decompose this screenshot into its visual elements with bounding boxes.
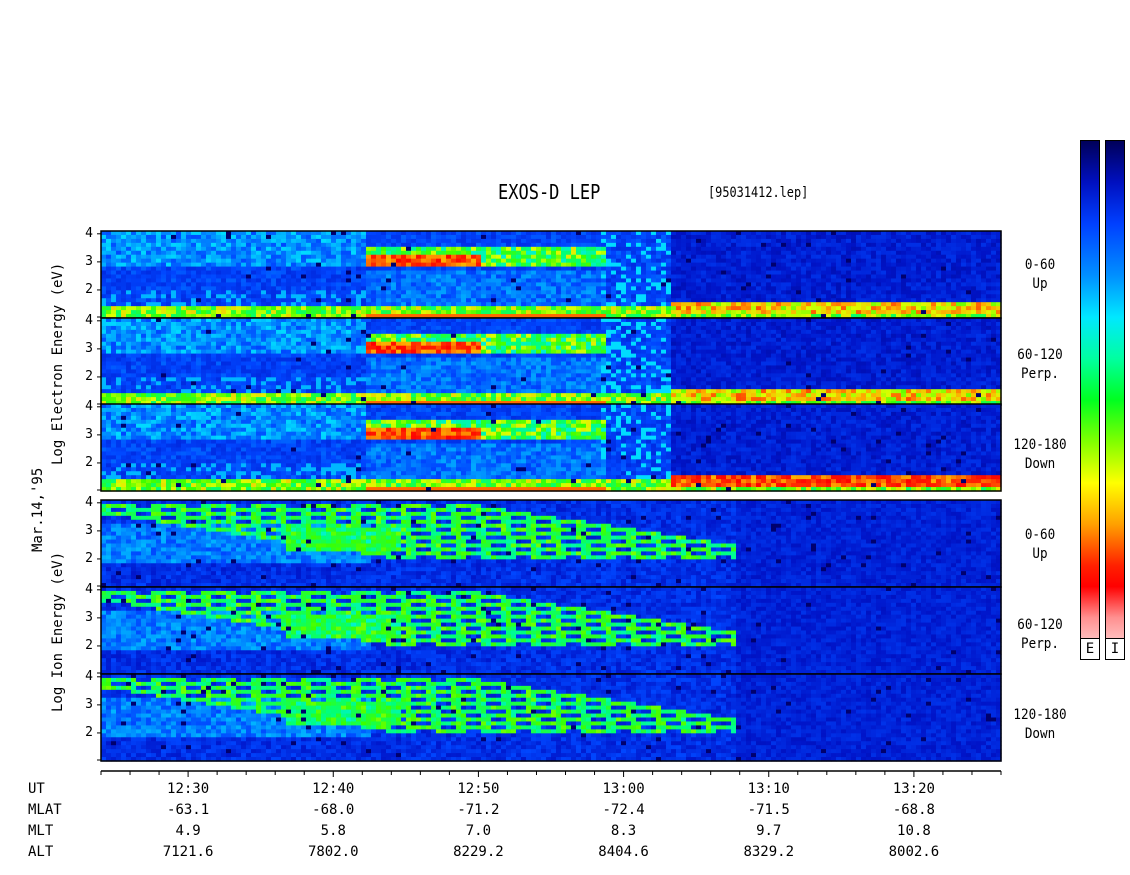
colorbar-gradient: [1106, 141, 1124, 659]
y-tick-label: 4: [79, 670, 93, 683]
spectrogram-panel: [101, 231, 1002, 319]
y-tick-label: 3: [79, 611, 93, 624]
spectrogram-panel: [101, 318, 1002, 406]
ephemeris-value: 8229.2: [433, 845, 523, 859]
ephemeris-value: 12:30: [143, 782, 233, 796]
spectrogram-panel: [101, 587, 1002, 675]
ephemeris-value: 8329.2: [724, 845, 814, 859]
y-tick-label: 3: [79, 255, 93, 268]
panel-label-e-up: 0-60 Up: [1004, 256, 1076, 294]
y-tick-label: 3: [79, 428, 93, 441]
colorbar-ion: I: [1105, 140, 1125, 660]
ephemeris-value: 4.9: [143, 824, 233, 838]
y-tick-label: 4: [79, 496, 93, 509]
ephemeris-row-label: UT: [28, 782, 45, 796]
ephemeris-row-label: MLAT: [28, 803, 62, 817]
ephemeris-value: -72.4: [579, 803, 669, 817]
spectrogram-panel: [101, 500, 1002, 588]
panel-frame: [100, 403, 1002, 492]
y-tick-label: 3: [79, 342, 93, 355]
ephemeris-value: -68.0: [288, 803, 378, 817]
y-tick-label: 4: [79, 314, 93, 327]
panel-label-e-perp: 60-120 Perp.: [1004, 346, 1076, 384]
ephemeris-value: 12:40: [288, 782, 378, 796]
panel-label-i-perp: 60-120 Perp.: [1004, 616, 1076, 654]
y-tick-label: 2: [79, 552, 93, 565]
y-tick-label: 2: [79, 639, 93, 652]
panel-frame: [100, 673, 1002, 762]
colorbar-gradient: [1081, 141, 1099, 659]
panel-label-e-down: 120-180 Down: [1004, 436, 1076, 474]
ephemeris-value: 8404.6: [579, 845, 669, 859]
ephemeris-value: 7121.6: [143, 845, 233, 859]
y-tick-label: 4: [79, 583, 93, 596]
panel-label-i-up: 0-60 Up: [1004, 526, 1076, 564]
colorbar-label: I: [1106, 638, 1124, 659]
ephemeris-value: 8002.6: [869, 845, 959, 859]
data-filename: [95031412.lep]: [708, 186, 808, 200]
ephemeris-value: 13:20: [869, 782, 959, 796]
ephemeris-value: -68.8: [869, 803, 959, 817]
ephemeris-value: 12:50: [433, 782, 523, 796]
y-tick-label: 3: [79, 698, 93, 711]
colorbar-electron: E: [1080, 140, 1100, 660]
ephemeris-value: 7.0: [433, 824, 523, 838]
ephemeris-value: 5.8: [288, 824, 378, 838]
colorbar-label: E: [1081, 638, 1099, 659]
y-tick-label: 4: [79, 400, 93, 413]
ephemeris-value: -63.1: [143, 803, 233, 817]
y-tick-label: 2: [79, 283, 93, 296]
spectrogram-panel: [101, 674, 1002, 762]
spectrogram-panel: [101, 404, 1002, 492]
ephemeris-value: 7802.0: [288, 845, 378, 859]
y-tick-label: 2: [79, 370, 93, 383]
ephemeris-row-label: ALT: [28, 845, 53, 859]
y-tick-label: 2: [79, 456, 93, 469]
ephemeris-value: 9.7: [724, 824, 814, 838]
ephemeris-value: -71.2: [433, 803, 523, 817]
y-tick-label: 2: [79, 726, 93, 739]
chart-title: EXOS-D LEP: [498, 182, 600, 202]
y-tick-label: 3: [79, 524, 93, 537]
ephemeris-value: 10.8: [869, 824, 959, 838]
y-tick-label: 4: [79, 227, 93, 240]
ephemeris-value: -71.5: [724, 803, 814, 817]
panel-label-i-down: 120-180 Down: [1004, 706, 1076, 744]
ephemeris-value: 13:00: [579, 782, 669, 796]
ephemeris-row-label: MLT: [28, 824, 53, 838]
ephemeris-value: 8.3: [579, 824, 669, 838]
ephemeris-value: 13:10: [724, 782, 814, 796]
